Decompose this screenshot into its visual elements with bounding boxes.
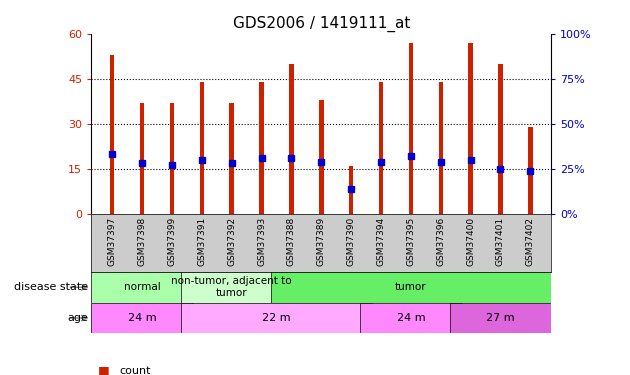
Text: GSM37393: GSM37393 [257, 217, 266, 266]
Text: GSM37394: GSM37394 [377, 217, 386, 266]
Text: disease state: disease state [14, 282, 88, 292]
Text: 22 m: 22 m [262, 313, 291, 323]
Text: GSM37395: GSM37395 [406, 217, 415, 266]
Bar [438, 82, 443, 214]
Text: non-tumor, adjacent to
tumor: non-tumor, adjacent to tumor [171, 276, 292, 298]
Text: 24 m: 24 m [128, 313, 156, 323]
Text: GSM37388: GSM37388 [287, 217, 296, 266]
Bar [319, 100, 324, 214]
Text: GSM37401: GSM37401 [496, 217, 505, 266]
Title: GDS2006 / 1419111_at: GDS2006 / 1419111_at [232, 16, 410, 32]
Bar [110, 55, 115, 214]
Bar [468, 43, 473, 214]
Bar [260, 82, 264, 214]
Text: age: age [67, 313, 88, 323]
Text: GSM37396: GSM37396 [436, 217, 445, 266]
Bar [450, 303, 551, 333]
Bar [181, 303, 372, 333]
Bar [379, 82, 383, 214]
Text: normal: normal [123, 282, 161, 292]
Text: GSM37399: GSM37399 [168, 217, 176, 266]
Text: GSM37402: GSM37402 [526, 217, 535, 266]
Text: GSM37389: GSM37389 [317, 217, 326, 266]
Bar [498, 64, 503, 214]
Bar [409, 43, 413, 214]
Bar [528, 127, 532, 214]
Text: GSM37398: GSM37398 [137, 217, 147, 266]
Text: 27 m: 27 m [486, 313, 515, 323]
Bar [91, 303, 193, 333]
Text: GSM37397: GSM37397 [108, 217, 117, 266]
Bar [169, 103, 175, 214]
Text: tumor: tumor [395, 282, 427, 292]
Bar [200, 82, 204, 214]
Bar [270, 272, 551, 303]
Text: GSM37390: GSM37390 [346, 217, 356, 266]
Text: GSM37400: GSM37400 [466, 217, 475, 266]
Bar [360, 303, 462, 333]
Bar [140, 103, 144, 214]
Bar [349, 166, 353, 214]
Text: ■: ■ [98, 364, 110, 375]
Bar [289, 64, 294, 214]
Text: count: count [120, 366, 151, 375]
Text: GSM37392: GSM37392 [227, 217, 236, 266]
Text: 24 m: 24 m [396, 313, 425, 323]
Bar [181, 272, 282, 303]
Text: GSM37391: GSM37391 [197, 217, 207, 266]
Bar [229, 103, 234, 214]
Bar [91, 272, 193, 303]
